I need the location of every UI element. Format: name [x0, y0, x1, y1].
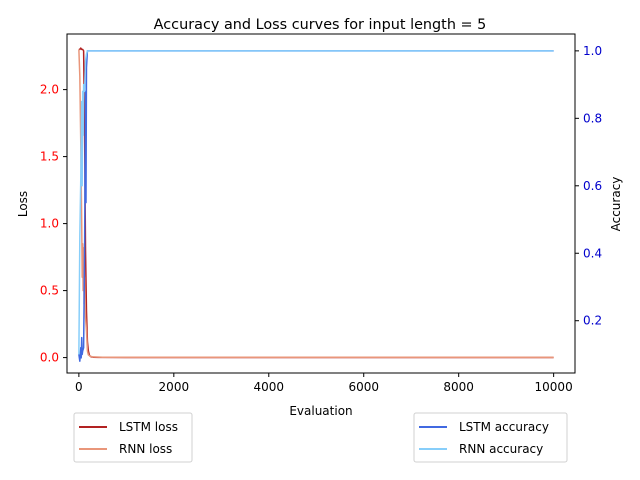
legend-accuracy-frame: [413, 412, 568, 463]
y-right-tick-label: 0.6: [583, 179, 602, 193]
y-axis-left: 0.0 0.5 1.0 1.5 2.0: [40, 83, 67, 365]
y-left-tick-label: 0.5: [40, 284, 59, 298]
y-left-tick-label: 1.0: [40, 217, 59, 231]
y-left-tick-label: 0.0: [40, 351, 59, 365]
y-axis-right: 0.2 0.4 0.6 0.8 1.0: [575, 44, 602, 328]
series-line-lstm-accuracy: [78, 50, 554, 362]
legend-label-rnn-loss: RNN loss: [119, 442, 172, 456]
x-tick-label: 8000: [443, 380, 474, 394]
x-tick-label: 0: [75, 380, 83, 394]
plot-area: [66, 33, 576, 374]
y-right-tick-label: 0.4: [583, 246, 602, 260]
x-tick-label: 4000: [254, 380, 285, 394]
y-axis-left-label: Loss: [16, 191, 30, 217]
series-line-rnn-accuracy: [78, 50, 554, 355]
x-tick-label: 10000: [535, 380, 573, 394]
chart-title: Accuracy and Loss curves for input lengt…: [154, 17, 487, 33]
axes-frame: [66, 33, 576, 374]
y-right-tick-label: 0.8: [583, 111, 602, 125]
x-tick-label: 2000: [159, 380, 190, 394]
series-layer: [78, 47, 554, 362]
legend-label-lstm-accuracy: LSTM accuracy: [459, 420, 549, 434]
y-left-tick-label: 1.5: [40, 150, 59, 164]
x-axis-label: Evaluation: [289, 404, 352, 418]
legend-loss: LSTM loss RNN loss: [73, 412, 193, 463]
x-tick-label: 6000: [348, 380, 379, 394]
y-axis-right-label: Accuracy: [609, 177, 623, 232]
legend-label-lstm-loss: LSTM loss: [119, 420, 178, 434]
y-right-tick-label: 1.0: [583, 44, 602, 58]
y-right-tick-label: 0.2: [583, 314, 602, 328]
legend-label-rnn-accuracy: RNN accuracy: [459, 442, 543, 456]
legend-accuracy: LSTM accuracy RNN accuracy: [413, 412, 568, 463]
y-left-tick-label: 2.0: [40, 83, 59, 97]
x-axis: 0 2000 4000 6000 8000 10000: [75, 373, 573, 394]
